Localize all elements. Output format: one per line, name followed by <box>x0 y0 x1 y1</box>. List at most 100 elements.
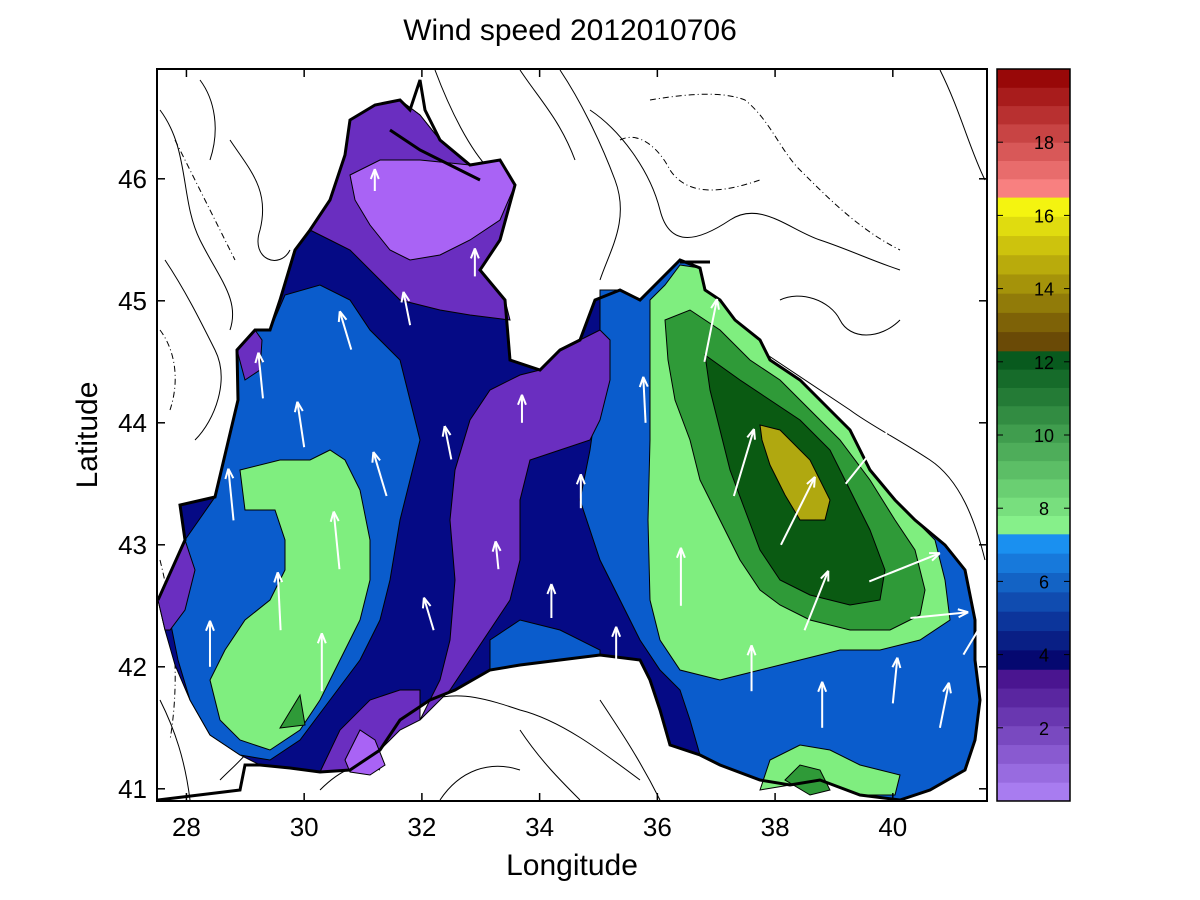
wind-vector <box>703 298 720 362</box>
contour-2to4-central <box>419 329 611 721</box>
x-tick-label: 36 <box>643 812 672 842</box>
wind-vector <box>224 468 235 521</box>
contour-9to11-south <box>784 764 831 796</box>
wind-speed-contours <box>157 99 981 801</box>
wind-vector <box>546 583 557 618</box>
chart-title: Wind speed 2012010706 <box>403 14 737 47</box>
colorbar-bands <box>997 69 1070 802</box>
colorbar-ticks: 2 4 6 8 10 12 14 16 18 <box>997 133 1070 739</box>
colorbar-step <box>997 273 1070 294</box>
colorbar-tick-label: 16 <box>1034 206 1054 226</box>
wind-vector <box>316 632 327 692</box>
colorbar-step <box>997 553 1070 574</box>
wind-vector <box>891 657 902 704</box>
y-tick-label: 45 <box>118 286 147 316</box>
colorbar-tick-label: 4 <box>1039 646 1049 666</box>
colorbar: 2 4 6 8 10 12 14 16 18 <box>996 68 1071 802</box>
wind-vector <box>675 547 686 606</box>
wind-vector <box>491 540 502 570</box>
colorbar-step <box>997 235 1070 256</box>
wind-vector <box>337 310 353 350</box>
wind-vector <box>575 473 586 509</box>
wind-vector <box>254 352 265 399</box>
colorbar-tick-label: 12 <box>1034 353 1054 373</box>
contour-9to11-southwest <box>279 693 306 729</box>
colorbar-step <box>997 630 1070 651</box>
colorbar-step <box>997 669 1070 689</box>
wind-vector <box>732 428 756 497</box>
colorbar-step <box>997 387 1070 407</box>
wind-vector <box>938 682 952 728</box>
wind-vector <box>371 451 388 497</box>
wind-vector <box>421 597 435 631</box>
coastline <box>157 79 982 801</box>
x-tick-label: 38 <box>761 812 790 842</box>
colorbar-step <box>997 293 1070 313</box>
wind-vector <box>844 423 895 485</box>
plot-frame <box>156 68 988 802</box>
contour-13to14 <box>759 424 831 521</box>
wind-vector <box>638 376 649 423</box>
wind-vector <box>205 620 215 667</box>
colorbar-step <box>997 649 1070 670</box>
colorbar-step <box>997 782 1070 802</box>
azov-inlet <box>389 128 710 264</box>
x-tick-label: 28 <box>172 812 201 842</box>
colorbar-step <box>997 142 1070 161</box>
wind-vector <box>469 248 480 277</box>
wind-vector <box>746 644 757 692</box>
x-tick-label: 34 <box>525 812 554 842</box>
colorbar-step <box>997 460 1070 480</box>
colorbar-step <box>997 350 1070 370</box>
wind-vector <box>369 168 380 191</box>
colorbar-step <box>997 197 1070 217</box>
y-tick-label: 41 <box>118 774 147 804</box>
colorbar-step <box>997 515 1070 535</box>
wind-vector <box>293 401 306 448</box>
colorbar-step <box>997 69 1070 88</box>
x-tick-label: 32 <box>407 812 436 842</box>
colorbar-step <box>997 178 1070 198</box>
wind-vector <box>329 511 341 570</box>
x-axis-title: Longitude <box>506 849 638 882</box>
y-tick-label: 46 <box>118 164 147 194</box>
y-axis: 41 42 43 44 45 46 <box>118 164 987 804</box>
x-tick-label: 30 <box>290 812 319 842</box>
y-tick-label: 43 <box>118 530 147 560</box>
colorbar-step <box>997 405 1070 425</box>
y-axis-title: Latitude <box>71 382 104 489</box>
colorbar-step <box>997 254 1070 275</box>
colorbar-step <box>997 533 1070 554</box>
contour-8to9-west <box>209 449 371 751</box>
wind-vector <box>517 394 527 423</box>
colorbar-step <box>997 725 1070 746</box>
colorbar-step <box>997 572 1070 593</box>
colorbar-step <box>997 591 1070 612</box>
colorbar-tick-label: 14 <box>1034 280 1054 300</box>
plot-area <box>156 68 988 802</box>
colorbar-step <box>997 331 1070 352</box>
colorbar-step <box>997 688 1070 708</box>
colorbar-step <box>997 369 1070 388</box>
colorbar-step <box>997 424 1070 443</box>
wind-vector <box>868 552 941 583</box>
contour-lt2-south <box>344 729 386 776</box>
colorbar-step <box>997 123 1070 143</box>
colorbar-step <box>997 105 1070 125</box>
colorbar-step <box>997 478 1070 498</box>
wind-vector <box>910 608 969 619</box>
colorbar-tick-label: 6 <box>1039 572 1049 592</box>
colorbar-step <box>997 611 1070 632</box>
colorbar-step <box>997 497 1070 517</box>
wind-vector <box>611 626 622 667</box>
wind-vector <box>803 570 830 631</box>
y-tick-label: 42 <box>118 652 147 682</box>
colorbar-step <box>997 706 1070 727</box>
colorbar-tick-label: 2 <box>1039 719 1049 739</box>
contour-lt2-north <box>349 159 516 261</box>
colorbar-step <box>997 87 1070 107</box>
y-tick-label: 44 <box>118 408 147 438</box>
colorbar-tick-label: 10 <box>1034 426 1054 446</box>
wind-vector <box>780 476 816 546</box>
